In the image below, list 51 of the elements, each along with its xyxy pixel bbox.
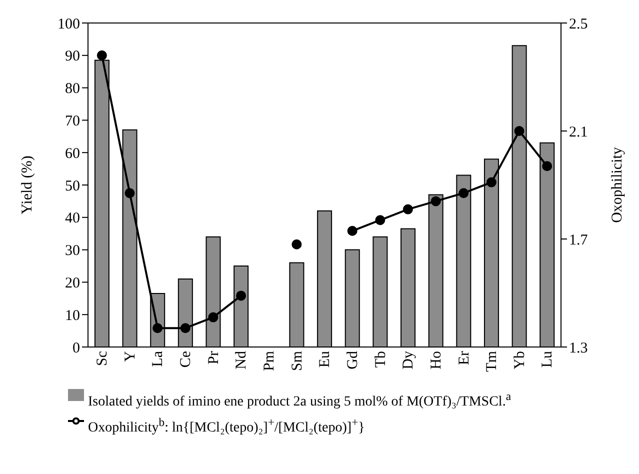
- point: [180, 323, 190, 334]
- y-tick-label: 50: [65, 178, 80, 194]
- point: [208, 312, 218, 322]
- point: [486, 177, 496, 188]
- x-tick-label: Dy: [400, 350, 417, 370]
- point: [347, 226, 358, 236]
- x-tick-label: Sc: [94, 350, 111, 366]
- y-tick-label: 10: [65, 308, 80, 324]
- x-tick-label: Yb: [512, 351, 528, 370]
- y2-tick-label: 2.1: [569, 124, 588, 140]
- point: [152, 323, 163, 334]
- point: [236, 290, 246, 301]
- x-tick-label: Ho: [428, 351, 444, 370]
- y-tick-label: 30: [65, 243, 80, 260]
- point: [542, 161, 552, 172]
- x-tick-label: Pr: [206, 351, 222, 364]
- x-tick-label: Tm: [484, 350, 500, 372]
- point: [514, 126, 524, 136]
- y-axis-title: Yield (%): [19, 156, 36, 214]
- y-tick-label: 100: [58, 16, 80, 32]
- x-tick-label: Y: [122, 350, 138, 362]
- y-tick-label: 20: [65, 276, 80, 292]
- x-tick-label: Gd: [344, 350, 361, 370]
- point: [458, 188, 469, 198]
- x-tick-label: Lu: [540, 350, 556, 368]
- x-tick-label: Er: [456, 351, 472, 366]
- y2-axis-title: Oxophilicity: [609, 146, 626, 223]
- y2-tick-label: 1.3: [569, 340, 588, 356]
- point: [292, 239, 302, 250]
- y-tick-label: 90: [65, 48, 80, 65]
- point: [96, 50, 107, 60]
- y-tick-label: 40: [65, 210, 80, 227]
- x-tick-label: Sm: [289, 350, 306, 372]
- y-tick-label: 70: [65, 114, 80, 130]
- legend-label: Isolated yields of imino ene product 2a using 5 mol% of M(OTf)₃/TMSCl.$^{a}$: [88, 389, 512, 412]
- y2-tick-label: 1.7: [569, 232, 588, 248]
- y-tick-label: 80: [65, 81, 80, 98]
- y-tick-label: 60: [65, 146, 80, 162]
- x-tick-label: Tb: [372, 351, 389, 368]
- y2-tick-label: 2.5: [569, 16, 588, 32]
- y-tick-label: 0: [72, 340, 80, 356]
- point: [375, 215, 386, 226]
- point: [430, 196, 441, 206]
- x-tick-label: La: [150, 350, 166, 367]
- legend-label: Oxophilicity$^{b}$: ln{[MCl₂(tepo)₂]$^{+}$/[MCl₂(tepo)]$^{+}$}: [88, 414, 366, 438]
- x-tick-label: Nd: [234, 350, 250, 370]
- x-tick-label: Ce: [178, 350, 194, 368]
- x-tick-label: Pm: [262, 350, 278, 372]
- point: [402, 204, 413, 214]
- x-tick-label: Eu: [317, 350, 334, 368]
- point: [124, 188, 135, 198]
